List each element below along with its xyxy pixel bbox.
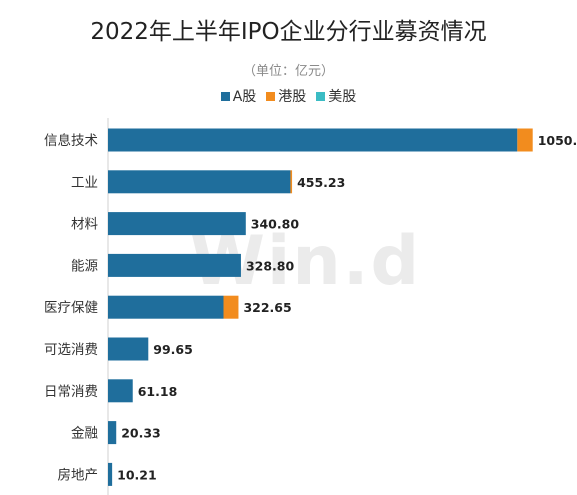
legend-label-a-share: A股 [232,89,257,105]
bar-value-label: 10.21 [117,467,157,482]
category-label: 可选消费 [44,342,98,358]
legend: A股 港股 美股 [0,86,577,106]
bar-value-label: 20.33 [121,426,161,441]
bar-segment-a-share [108,379,133,403]
category-label: 能源 [71,258,98,274]
bar-value-label: 1050.39 [538,133,577,148]
bar-value-label: 99.65 [153,342,193,357]
bar-segment-hk-share [290,170,293,194]
bar-value-label: 455.23 [297,175,345,190]
category-label: 金融 [71,426,98,442]
bar-value-label: 328.80 [246,258,295,273]
bar-value-label: 340.80 [251,217,300,232]
bar-segment-hk-share [223,295,239,319]
category-label: 房地产 [58,467,99,483]
bar-segment-a-share [108,170,291,194]
bar-segment-a-share [108,295,224,319]
bar-segment-a-share [108,128,518,152]
legend-item-hk-share: 港股 [266,86,306,106]
bar-value-label: 322.65 [243,300,291,315]
category-label: 材料 [71,217,98,233]
legend-swatch-a-share [220,91,230,101]
bar-segment-a-share [108,337,149,361]
chart-subtitle: （单位：亿元） [242,64,334,79]
category-label: 信息技术 [44,132,98,149]
legend-swatch-us-share [316,91,326,101]
category-label: 工业 [71,175,98,191]
legend-item-us-share: 美股 [316,86,356,106]
bar-segment-hk-share [517,128,533,152]
category-label: 医疗保健 [44,300,98,316]
category-label: 日常消费 [44,384,98,400]
bar-segment-a-share [108,212,246,236]
legend-label-hk-share: 港股 [278,89,307,105]
legend-label-us-share: 美股 [328,89,357,105]
bar-segment-a-share [108,462,113,486]
chart-title: 2022年上半年IPO企业分行业募资情况 [90,19,487,45]
legend-item-a-share: A股 [220,86,257,106]
legend-swatch-hk-share [266,91,276,101]
bar-segment-a-share [108,421,117,445]
bar-segment-a-share [108,253,241,277]
bar-value-label: 61.18 [138,384,178,399]
